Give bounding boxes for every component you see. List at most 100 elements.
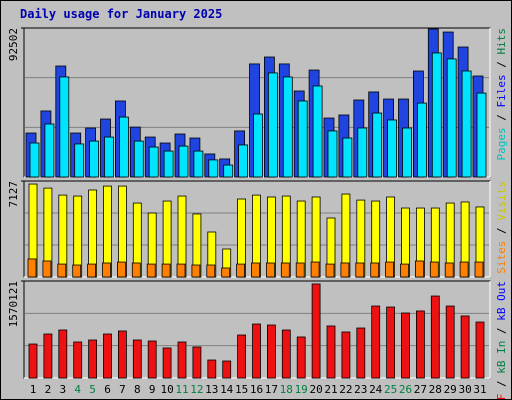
bar	[58, 329, 68, 379]
x-tick-label: 16	[250, 383, 263, 396]
legend-separator: /	[495, 221, 508, 241]
y-tick-label: 1570121	[7, 281, 20, 327]
bar	[312, 85, 323, 178]
bar	[430, 295, 440, 379]
bar	[132, 339, 142, 379]
bar	[252, 323, 261, 379]
bar	[357, 127, 368, 178]
bar	[222, 360, 232, 379]
bar	[119, 116, 129, 178]
bar	[102, 262, 111, 278]
bar	[148, 146, 159, 178]
bar	[253, 113, 263, 178]
x-tick-label: 5	[89, 383, 96, 396]
bar	[74, 143, 85, 178]
bar	[238, 144, 249, 178]
x-tick-label: 3	[59, 383, 66, 396]
legend-entry: Hits	[495, 28, 508, 55]
bar	[251, 262, 260, 278]
x-tick-label: 28	[429, 383, 442, 396]
x-tick-label: 11	[175, 383, 188, 396]
x-tick-label: 9	[149, 383, 156, 396]
bar	[73, 341, 83, 379]
legend-entry: kB In	[495, 341, 508, 374]
bar	[282, 76, 293, 178]
x-tick-label: 25	[384, 383, 397, 396]
x-tick-label: 30	[458, 383, 471, 396]
bar	[475, 321, 485, 379]
bar	[193, 150, 204, 178]
bar	[460, 315, 470, 379]
legend-entry: Visits	[495, 181, 508, 221]
bar	[327, 130, 338, 178]
bar	[416, 102, 427, 178]
bar	[342, 137, 353, 178]
x-tick-label: 23	[354, 383, 367, 396]
x-tick-label: 14	[220, 383, 234, 396]
bar	[431, 52, 442, 178]
bar	[146, 263, 156, 278]
legend-entry: Files	[495, 74, 508, 107]
x-tick-label: 7	[119, 383, 126, 396]
x-tick-label: 17	[265, 383, 278, 396]
bar	[192, 346, 202, 379]
bar	[44, 123, 55, 178]
bar	[147, 340, 157, 379]
bar	[177, 341, 187, 379]
x-tick-label: 27	[414, 383, 427, 396]
bar	[43, 333, 53, 379]
legend-entry: Pages	[495, 127, 508, 160]
bar	[414, 260, 424, 278]
x-tick-label: 21	[324, 383, 337, 396]
bar	[72, 264, 82, 278]
x-tick-label: 1	[30, 383, 37, 396]
y-tick-label: 92502	[7, 28, 20, 61]
bar	[461, 70, 472, 178]
bar	[27, 258, 37, 278]
bar	[296, 336, 306, 379]
bar	[371, 305, 381, 379]
legend-entry: Sites	[495, 241, 508, 274]
bar	[57, 263, 67, 278]
bar	[370, 262, 380, 278]
bar	[295, 262, 305, 278]
bar	[103, 333, 112, 379]
bar	[415, 310, 425, 379]
bar	[89, 140, 99, 178]
bar	[104, 136, 114, 178]
bar	[446, 58, 457, 178]
bar	[297, 100, 308, 178]
bar	[326, 325, 336, 379]
bar	[223, 164, 234, 178]
bar	[387, 119, 398, 178]
bar	[178, 145, 189, 178]
legend: Sites / Visits	[495, 181, 508, 274]
bar	[281, 329, 291, 379]
bar	[237, 334, 247, 379]
x-tick-label: 26	[399, 383, 412, 396]
bar	[385, 261, 395, 278]
bar	[163, 150, 174, 178]
bar	[236, 263, 246, 278]
bar	[444, 262, 454, 278]
x-tick-label: 6	[104, 383, 111, 396]
x-tick-label: 20	[309, 383, 322, 396]
bar	[131, 262, 141, 278]
x-tick-label: 18	[280, 383, 293, 396]
legend: kB F / kB In / kB Out	[495, 281, 508, 400]
bar	[206, 264, 216, 278]
bar	[311, 283, 321, 379]
bar	[310, 261, 320, 278]
legend-separator: /	[495, 55, 508, 75]
bar	[265, 262, 275, 278]
bar	[401, 312, 410, 379]
bar	[118, 330, 127, 379]
bar	[340, 262, 350, 278]
bar	[176, 263, 186, 278]
bar	[207, 359, 217, 379]
bar	[59, 76, 70, 178]
bar	[459, 261, 469, 278]
bar	[133, 140, 144, 178]
legend-separator: /	[495, 374, 508, 394]
